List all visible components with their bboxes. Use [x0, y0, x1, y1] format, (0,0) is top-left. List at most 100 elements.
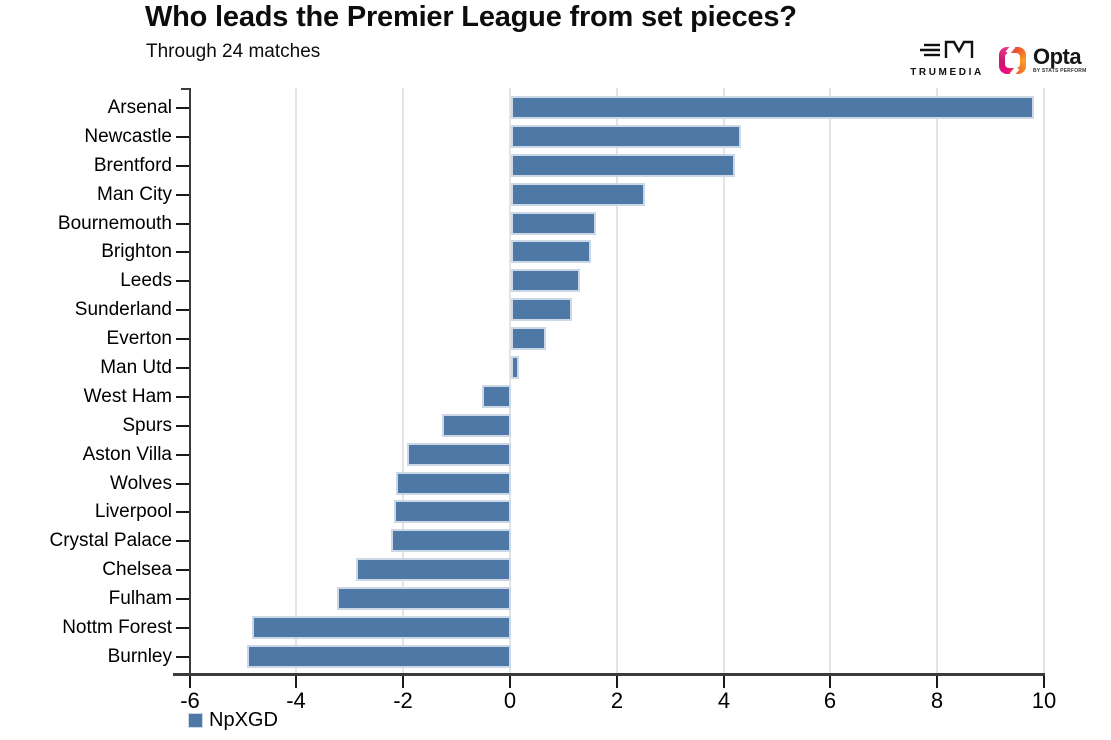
gridline-8 [936, 88, 938, 674]
gridline-0 [509, 88, 511, 674]
opta-ring-icon [999, 43, 1026, 77]
y-label-newcastle: Newcastle [84, 126, 172, 147]
y-tick-man-city [176, 194, 189, 196]
y-tick-aston-villa [176, 454, 189, 456]
x-tick-2 [616, 676, 618, 688]
bar-spurs [442, 414, 511, 437]
bar-bournemouth [511, 212, 596, 235]
bar-sunderland [511, 298, 572, 321]
bar-leeds [511, 269, 580, 292]
bar-arsenal [511, 96, 1034, 119]
x-tick-10 [1043, 676, 1045, 688]
y-tick-chelsea [176, 569, 189, 571]
y-tick-fulham [176, 598, 189, 600]
gridline-6 [829, 88, 831, 674]
bar-liverpool [394, 500, 511, 523]
y-label-man-city: Man City [97, 184, 172, 205]
x-tick-label-8: 8 [930, 688, 944, 713]
bar-brentford [511, 154, 735, 177]
y-label-man-utd: Man Utd [100, 357, 172, 378]
y-label-nottm-forest: Nottm Forest [62, 617, 172, 638]
y-label-wolves: Wolves [110, 473, 172, 494]
trumedia-mark-icon [918, 40, 976, 65]
y-label-liverpool: Liverpool [94, 501, 172, 522]
y-axis-cap [181, 88, 191, 90]
opta-sublabel: BY STATS PERFORM [1033, 68, 1087, 74]
y-tick-everton [176, 338, 189, 340]
y-label-west-ham: West Ham [83, 386, 172, 407]
bar-newcastle [511, 125, 741, 148]
y-label-fulham: Fulham [108, 588, 172, 609]
y-label-brighton: Brighton [101, 241, 172, 262]
bar-nottm-forest [252, 616, 511, 639]
y-tick-leeds [176, 280, 189, 282]
y-tick-burnley [176, 656, 189, 658]
x-axis-line [173, 673, 1045, 676]
y-tick-spurs [176, 425, 189, 427]
bar-everton [511, 327, 546, 350]
y-label-spurs: Spurs [122, 415, 172, 436]
trumedia-wordmark: TRUMEDIA [910, 67, 984, 78]
trumedia-logo: TRUMEDIA [897, 40, 997, 78]
x-tick-4 [723, 676, 725, 688]
y-label-aston-villa: Aston Villa [82, 444, 172, 465]
y-label-sunderland: Sunderland [74, 299, 172, 320]
x-tick-label-10: 10 [1031, 688, 1057, 713]
bar-fulham [337, 587, 511, 610]
x-tick-label--6: -6 [180, 688, 200, 713]
y-tick-brentford [176, 165, 189, 167]
bar-brighton [511, 240, 591, 263]
y-label-brentford: Brentford [93, 155, 172, 176]
x-tick--2 [402, 676, 404, 688]
gridline-10 [1043, 88, 1045, 674]
y-tick-crystal-palace [176, 540, 189, 542]
bar-west-ham [482, 385, 511, 408]
legend-swatch-npxgd [188, 713, 203, 728]
bar-wolves [396, 472, 511, 495]
chart-title: Who leads the Premier League from set pi… [145, 1, 797, 33]
bar-man-city [511, 183, 645, 206]
chart-subtitle: Through 24 matches [146, 41, 321, 62]
x-tick-label-0: 0 [503, 688, 517, 713]
opta-wordmark: Opta BY STATS PERFORM [1033, 44, 1087, 74]
bar-aston-villa [407, 443, 511, 466]
y-tick-bournemouth [176, 223, 189, 225]
y-tick-west-ham [176, 396, 189, 398]
y-tick-newcastle [176, 136, 189, 138]
y-label-everton: Everton [106, 328, 172, 349]
x-tick-6 [829, 676, 831, 688]
bar-chelsea [356, 558, 511, 581]
y-tick-man-utd [176, 367, 189, 369]
x-tick-label-4: 4 [717, 688, 731, 713]
y-label-chelsea: Chelsea [102, 559, 172, 580]
y-label-leeds: Leeds [120, 270, 172, 291]
y-axis-line [189, 88, 191, 676]
legend: NpXGD [188, 709, 278, 732]
x-tick-0 [509, 676, 511, 688]
legend-label: NpXGD [209, 709, 278, 731]
bar-crystal-palace [391, 529, 511, 552]
opta-logo: Opta BY STATS PERFORM [999, 43, 1087, 77]
x-tick-label-2: 2 [610, 688, 624, 713]
bar-man-utd [511, 356, 519, 379]
x-tick-label--4: -4 [286, 688, 306, 713]
x-tick-label-6: 6 [823, 688, 837, 713]
y-label-crystal-palace: Crystal Palace [49, 530, 173, 551]
y-tick-brighton [176, 251, 189, 253]
y-tick-liverpool [176, 511, 189, 513]
x-tick--6 [189, 676, 191, 688]
x-tick-8 [936, 676, 938, 688]
y-tick-arsenal [176, 107, 189, 109]
y-tick-wolves [176, 483, 189, 485]
y-label-arsenal: Arsenal [107, 97, 172, 118]
gridline--4 [295, 88, 297, 674]
y-label-burnley: Burnley [107, 646, 172, 667]
gridline--2 [402, 88, 404, 674]
x-tick--4 [295, 676, 297, 688]
bar-burnley [247, 645, 511, 668]
gridline-4 [723, 88, 725, 674]
gridline-2 [616, 88, 618, 674]
y-tick-sunderland [176, 309, 189, 311]
